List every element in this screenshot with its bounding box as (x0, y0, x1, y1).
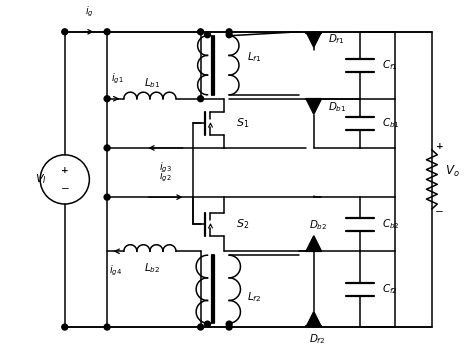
Text: $C_{f2}$: $C_{f2}$ (382, 282, 397, 296)
Text: $D_{f2}$: $D_{f2}$ (309, 332, 325, 346)
Text: $V_I$: $V_I$ (36, 173, 47, 186)
Text: $C_{f1}$: $C_{f1}$ (382, 58, 398, 72)
Text: $i_{g3}$: $i_{g3}$ (159, 161, 172, 175)
Text: −: − (435, 207, 444, 217)
Polygon shape (306, 312, 321, 326)
Circle shape (226, 321, 232, 327)
Text: $C_{b2}$: $C_{b2}$ (382, 217, 400, 231)
Text: $i_{g2}$: $i_{g2}$ (159, 170, 172, 184)
Text: $i_g$: $i_g$ (85, 5, 94, 19)
Circle shape (204, 32, 210, 38)
Text: $L_{f2}$: $L_{f2}$ (247, 290, 261, 304)
Circle shape (62, 29, 68, 35)
Circle shape (104, 194, 110, 200)
Text: $D_{f1}$: $D_{f1}$ (328, 32, 344, 46)
Text: $i_{g4}$: $i_{g4}$ (109, 264, 122, 278)
Circle shape (104, 29, 110, 35)
Text: $L_{f1}$: $L_{f1}$ (247, 51, 261, 64)
Circle shape (62, 324, 68, 330)
Text: $L_{b2}$: $L_{b2}$ (144, 261, 160, 275)
Polygon shape (306, 236, 321, 251)
Circle shape (204, 321, 210, 327)
Polygon shape (306, 32, 321, 47)
Circle shape (226, 32, 232, 38)
Text: −: − (60, 184, 69, 194)
Circle shape (226, 29, 232, 35)
Text: $S_1$: $S_1$ (236, 116, 249, 130)
Circle shape (226, 324, 232, 330)
Text: $i_{g1}$: $i_{g1}$ (110, 72, 123, 86)
Text: $D_{b1}$: $D_{b1}$ (328, 100, 346, 114)
Circle shape (104, 145, 110, 151)
Text: $S_2$: $S_2$ (236, 217, 249, 231)
Text: +: + (61, 166, 69, 174)
Text: $L_{b1}$: $L_{b1}$ (144, 76, 160, 90)
Circle shape (198, 324, 203, 330)
Circle shape (104, 96, 110, 102)
Circle shape (198, 29, 203, 35)
Text: +: + (436, 142, 444, 151)
Text: $V_o$: $V_o$ (445, 164, 459, 179)
Circle shape (198, 96, 203, 102)
Text: $D_{b2}$: $D_{b2}$ (309, 219, 327, 232)
Text: $C_{b1}$: $C_{b1}$ (382, 116, 400, 130)
Circle shape (104, 324, 110, 330)
Polygon shape (306, 99, 321, 114)
